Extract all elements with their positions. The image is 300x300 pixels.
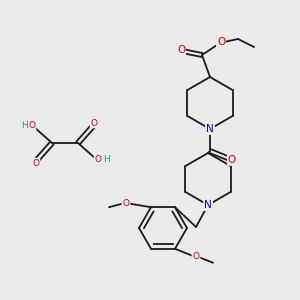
Text: O: O	[228, 155, 236, 165]
Text: O: O	[193, 252, 200, 261]
Text: N: N	[204, 200, 212, 210]
Text: H: H	[103, 155, 110, 164]
Text: O: O	[193, 252, 200, 261]
Text: O: O	[122, 199, 130, 208]
Text: O: O	[217, 37, 225, 47]
Text: N: N	[206, 124, 214, 134]
Text: O: O	[177, 45, 185, 55]
Text: O: O	[94, 155, 101, 164]
Text: O: O	[91, 118, 98, 127]
Text: O: O	[28, 122, 35, 130]
Text: N: N	[206, 124, 214, 134]
Text: H: H	[21, 122, 27, 130]
Text: O: O	[32, 158, 40, 167]
Text: O: O	[122, 199, 130, 208]
Text: N: N	[204, 200, 212, 210]
